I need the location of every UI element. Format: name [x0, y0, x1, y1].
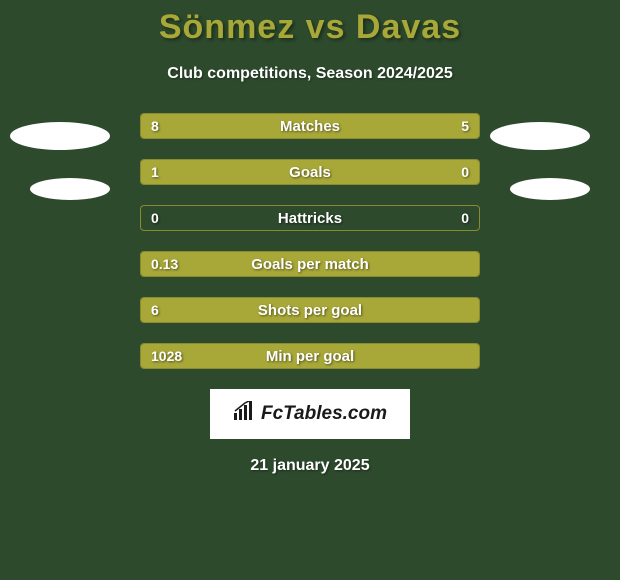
stat-name: Goals per match: [141, 252, 479, 276]
player-marker: [10, 122, 110, 150]
logo-text: FcTables.com: [261, 403, 387, 425]
comparison-title: Sönmez vs Davas: [0, 0, 620, 47]
chart-icon: [233, 401, 255, 427]
player-marker: [510, 178, 590, 200]
stat-name: Shots per goal: [141, 298, 479, 322]
stat-name: Goals: [141, 160, 479, 184]
stat-row: 00Hattricks: [140, 205, 480, 231]
player-marker: [490, 122, 590, 150]
stat-name: Min per goal: [141, 344, 479, 368]
stat-row: 10Goals: [140, 159, 480, 185]
player-marker: [30, 178, 110, 200]
stat-row: 1028Min per goal: [140, 343, 480, 369]
stat-row: 0.13Goals per match: [140, 251, 480, 277]
stat-row: 6Shots per goal: [140, 297, 480, 323]
site-logo[interactable]: FcTables.com: [210, 389, 410, 439]
stat-row: 85Matches: [140, 113, 480, 139]
comparison-date: 21 january 2025: [0, 457, 620, 475]
stat-name: Hattricks: [141, 206, 479, 230]
comparison-subtitle: Club competitions, Season 2024/2025: [0, 65, 620, 83]
stat-bars: 85Matches 10Goals 00Hattricks 0.13Goals per…: [140, 113, 480, 369]
stat-name: Matches: [141, 114, 479, 138]
